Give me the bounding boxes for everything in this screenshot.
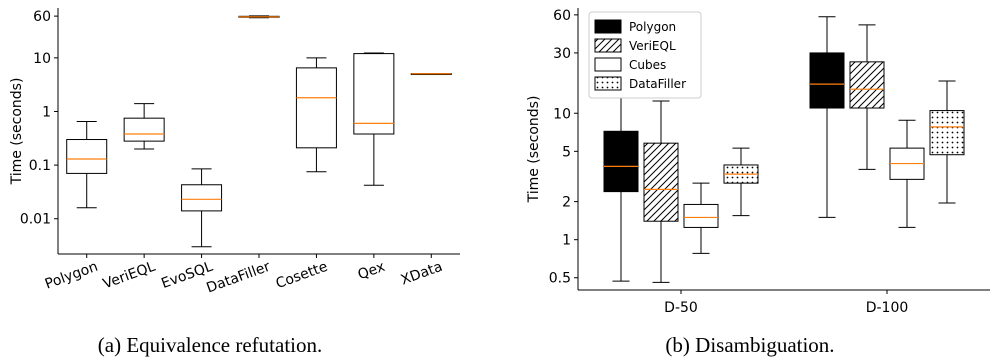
box-qex-box: [353, 53, 395, 135]
box-d-50-verieql-box: [643, 142, 679, 222]
x-tick-label-b: D-100: [866, 300, 909, 316]
chart-a-equivalence-refutation: 0.01 0.1 1 10 60 Time (seconds) Polygon VeriEQL…: [9, 8, 460, 297]
x-tick-label-a: Qex: [356, 259, 387, 283]
box-d-50-cubes-box: [683, 203, 719, 228]
legend-swatch-cubes: [594, 57, 622, 72]
x-tick-label-a: XData: [399, 259, 445, 289]
y-axis-label-b: Time (seconds): [526, 96, 542, 204]
box-d-100-datafiller-box: [929, 110, 965, 156]
legend-label-cubes: Cubes: [629, 58, 666, 72]
caption-a: (a) Equivalence refutation.: [98, 333, 322, 357]
caption-b: (b) Disambiguation.: [665, 333, 834, 357]
y-tick-label-b: 2: [562, 195, 571, 211]
y-tick-label-b: 10: [553, 106, 571, 122]
y-tick-label-a: 10: [33, 51, 51, 67]
y-axis-label-a: Time (seconds): [9, 78, 25, 186]
y-tick-label-b: 0.5: [549, 271, 571, 287]
y-tick-label-b: 1: [562, 233, 571, 249]
x-tick-label-b: D-50: [664, 300, 698, 316]
legend-swatch-verieql: [594, 38, 622, 53]
box-verieql-box: [123, 117, 165, 142]
legend-swatch-datafiller: [594, 76, 622, 91]
box-cosette-box: [295, 67, 337, 149]
y-tick-label-a: 60: [33, 9, 51, 25]
y-tick-label-b: 30: [553, 46, 571, 62]
y-tick-label-a: 1: [42, 104, 51, 120]
legend-label-polygon: Polygon: [629, 20, 676, 34]
y-tick-label-b: 60: [553, 8, 571, 24]
box-evosql-box: [181, 184, 223, 212]
box-polygon-box: [66, 139, 108, 174]
y-tick-label-a: 0.01: [20, 212, 51, 228]
legend-label-verieql: VeriEQL: [629, 39, 676, 53]
x-tick-label-a: Polygon: [43, 259, 100, 293]
legend-swatch-polygon: [594, 19, 622, 34]
chart-b-disambiguation: 0.5 1 2 5 10 30 60 Time (seconds) D-50 D-100 Polyg…: [526, 8, 990, 316]
y-tick-label-b: 5: [562, 144, 571, 160]
x-tick-label-a: DataFiller: [204, 259, 272, 297]
box-d-50-polygon-box: [603, 130, 639, 193]
box-d-100-polygon-box: [809, 52, 845, 109]
box-d-100-verieql-box: [849, 61, 885, 109]
x-tick-label-a: VeriEQL: [101, 259, 158, 293]
legend-b: Polygon VeriEQL Cubes DataFiller: [588, 11, 702, 99]
x-tick-label-a: Cosette: [274, 259, 330, 292]
legend-label-datafiller: DataFiller: [629, 77, 686, 91]
y-tick-label-a: 0.1: [29, 158, 51, 174]
